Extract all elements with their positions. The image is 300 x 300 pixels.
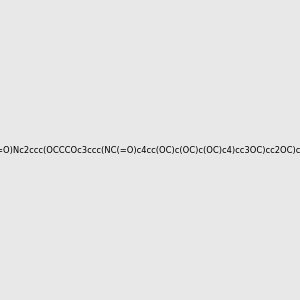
Text: COc1cc(C(=O)Nc2ccc(OCCCOc3ccc(NC(=O)c4cc(OC)c(OC)c(OC)c4)cc3OC)cc2OC)cc(OC)c1OC: COc1cc(C(=O)Nc2ccc(OCCCOc3ccc(NC(=O)c4cc…	[0, 146, 300, 154]
